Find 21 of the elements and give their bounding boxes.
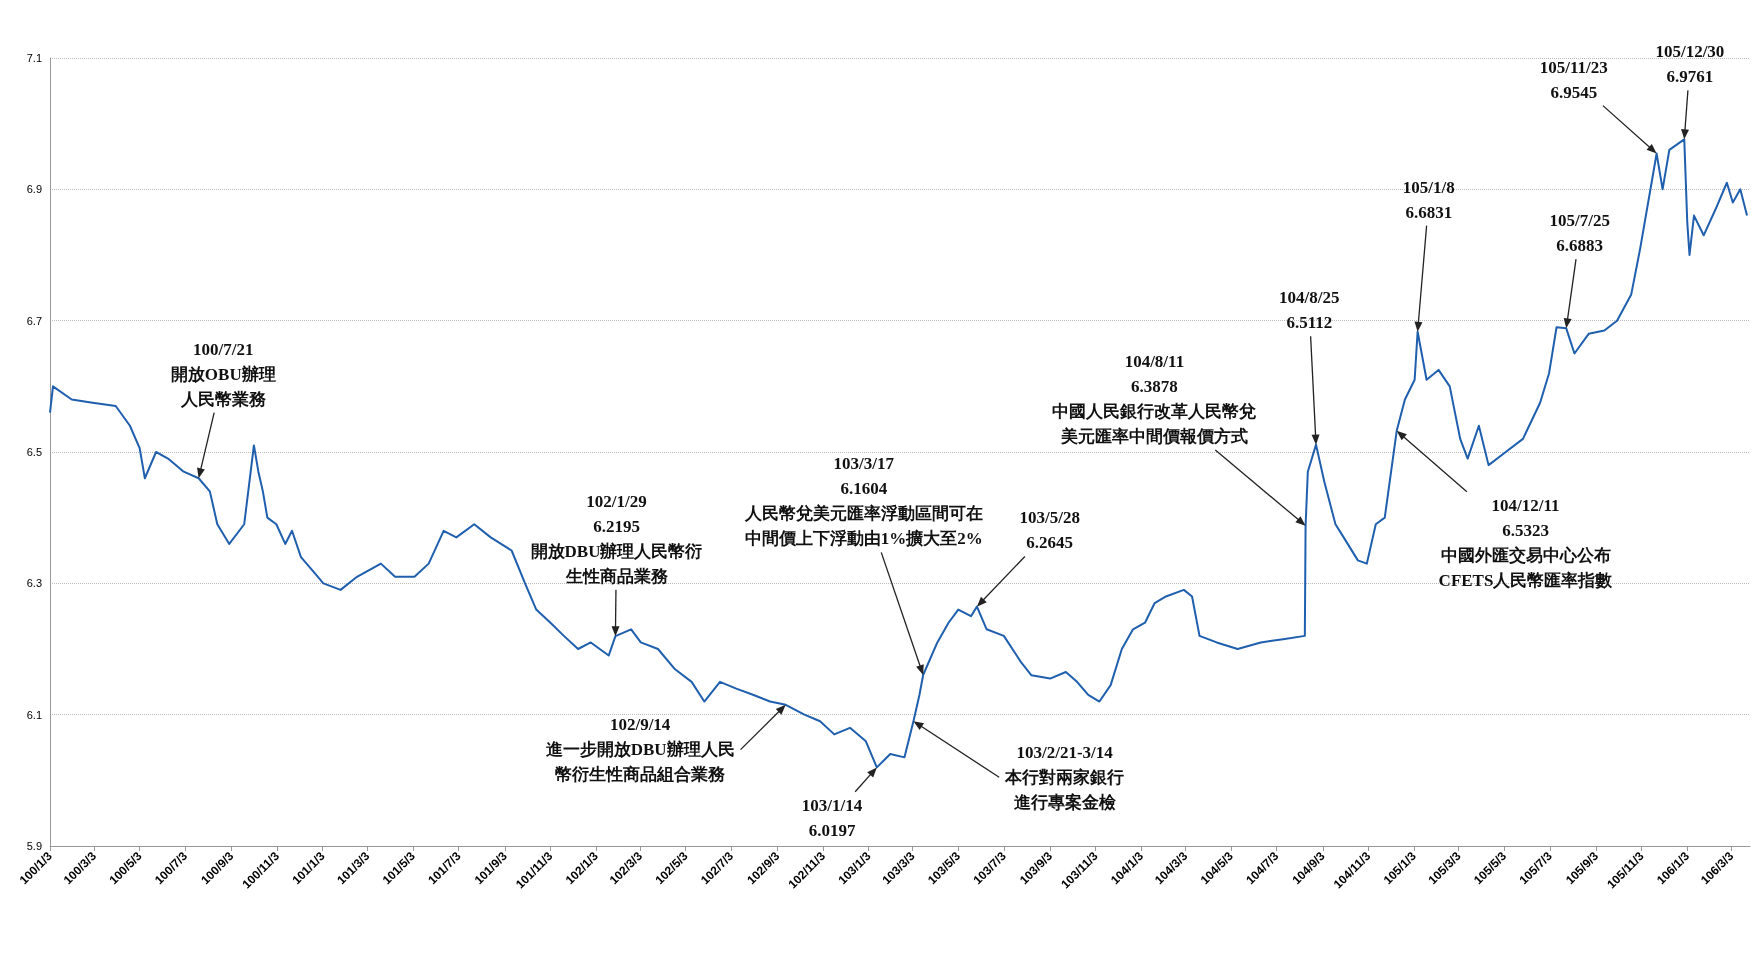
y-tick-label: 7.1 <box>26 52 42 64</box>
y-tick-label: 6.1 <box>26 708 42 721</box>
annotation: 105/11/23 6.9545 <box>1539 57 1608 102</box>
y-tick-label: 6.9 <box>26 183 42 196</box>
y-tick-label: 5.9 <box>26 840 42 852</box>
annotation: 105/1/8 6.6831 <box>1402 177 1455 222</box>
annotation: 103/3/17 6.1604 人民幣兌美元匯率浮動區間可在中間價上下浮動由1%擴大至2% <box>743 454 983 549</box>
annotation: 102/1/29 6.2195 開放DBU辦理人民幣衍生性商品業務 <box>530 491 703 586</box>
y-tick-label: 6.5 <box>26 446 42 458</box>
annotation: 104/12/11 6.5323 中國外匯交易中心公布CFETS人民幣匯率指數 <box>1438 495 1614 590</box>
annotation: 105/7/25 6.6883 <box>1549 211 1610 256</box>
annotation: 104/8/25 6.5112 <box>1279 288 1340 333</box>
annotation: 104/8/11 6.3878 中國人民銀行改革人民幣兌美元匯率中間價報價方式 <box>1052 352 1258 447</box>
annotation: 100/7/21 開放OBU辦理人民幣業務 <box>170 339 276 409</box>
annotation: 105/12/30 6.9761 <box>1655 42 1725 87</box>
annotation: 103/2/21-3/14 本行對兩家銀行進行專案金檢 <box>1004 742 1125 812</box>
annotation: 103/1/14 6.0197 <box>801 795 863 840</box>
annotation: 102/9/14 進一步開放DBU辦理人民幣衍生性商品組合業務 <box>545 715 735 785</box>
y-tick-label: 6.3 <box>26 577 42 590</box>
y-tick-label: 6.7 <box>26 314 42 327</box>
annotation: 103/5/28 6.2645 <box>1019 508 1080 553</box>
